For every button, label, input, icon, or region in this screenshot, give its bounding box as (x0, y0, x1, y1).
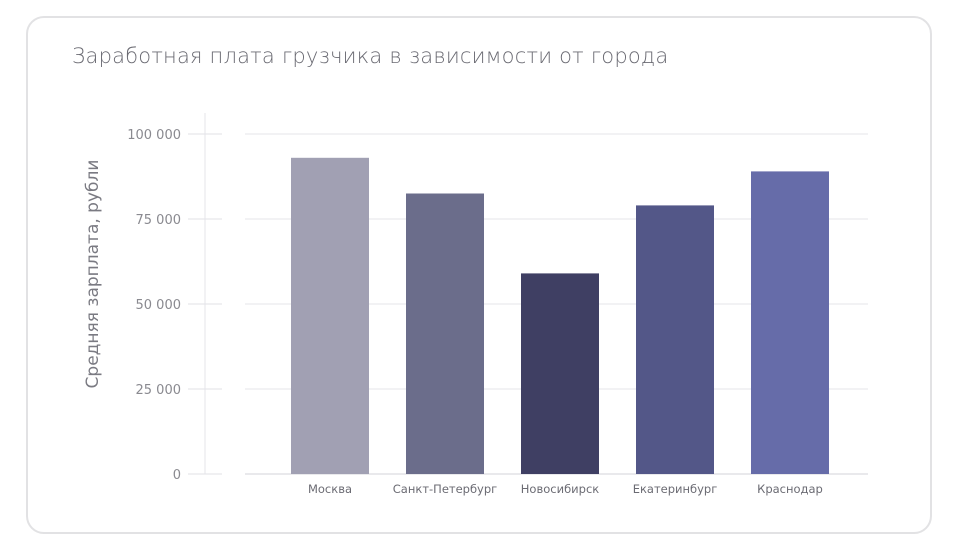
y-tick-label: 25 000 (136, 383, 182, 398)
y-tick-label: 0 (173, 468, 181, 483)
bar-3 (521, 273, 599, 474)
bar-5 (751, 171, 829, 474)
x-tick-label: Москва (308, 482, 352, 496)
bar-1 (291, 157, 369, 475)
y-tick-label: 50 000 (136, 298, 182, 313)
x-tick-label: Екатеринбург (633, 482, 718, 496)
chart-title: Заработная плата грузчика в зависимости … (72, 44, 669, 68)
bar-4 (636, 205, 714, 474)
x-tick-label: Новосибирск (521, 482, 599, 496)
y-axis-label: Средняя зарплата, рубли (83, 160, 103, 389)
x-tick-label: Краснодар (757, 482, 823, 496)
bar-2 (406, 193, 484, 474)
y-tick-label: 75 000 (136, 213, 182, 228)
y-tick-label: 100 000 (127, 128, 181, 143)
x-tick-label: Санкт-Петербург (393, 482, 497, 496)
